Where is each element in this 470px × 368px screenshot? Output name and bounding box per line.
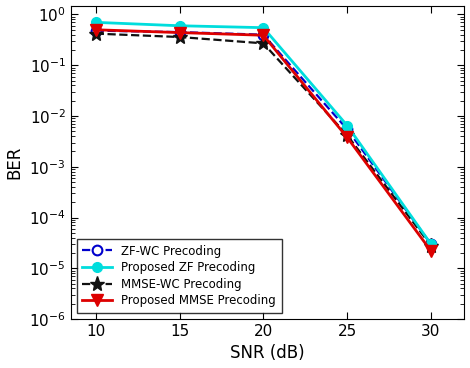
Proposed ZF Precoding [428, 242, 434, 246]
Proposed ZF Precoding [93, 20, 99, 25]
MMSE-WC Precoding [260, 41, 266, 46]
ZF-WC Precoding [345, 127, 350, 131]
MMSE-WC Precoding [428, 243, 434, 248]
ZF-WC Precoding [260, 32, 266, 37]
Proposed MMSE Precoding [93, 28, 99, 32]
Proposed ZF Precoding [260, 25, 266, 30]
Y-axis label: BER: BER [6, 146, 24, 179]
MMSE-WC Precoding [345, 133, 350, 137]
Proposed MMSE Precoding [177, 31, 182, 35]
ZF-WC Precoding [177, 30, 182, 34]
Line: Proposed MMSE Precoding: Proposed MMSE Precoding [90, 24, 437, 256]
Line: ZF-WC Precoding: ZF-WC Precoding [91, 26, 436, 249]
Line: Proposed ZF Precoding: Proposed ZF Precoding [91, 18, 436, 249]
MMSE-WC Precoding [93, 31, 99, 36]
MMSE-WC Precoding [177, 35, 182, 39]
Proposed ZF Precoding [177, 24, 182, 28]
Legend: ZF-WC Precoding, Proposed ZF Precoding, MMSE-WC Precoding, Proposed MMSE Precodi: ZF-WC Precoding, Proposed ZF Precoding, … [77, 239, 282, 313]
X-axis label: SNR (dB): SNR (dB) [230, 344, 305, 362]
Proposed MMSE Precoding [260, 33, 266, 38]
Proposed MMSE Precoding [345, 135, 350, 139]
Proposed MMSE Precoding [428, 249, 434, 253]
Proposed ZF Precoding [345, 123, 350, 128]
Line: MMSE-WC Precoding: MMSE-WC Precoding [88, 26, 439, 253]
ZF-WC Precoding [428, 242, 434, 246]
ZF-WC Precoding [93, 28, 99, 33]
